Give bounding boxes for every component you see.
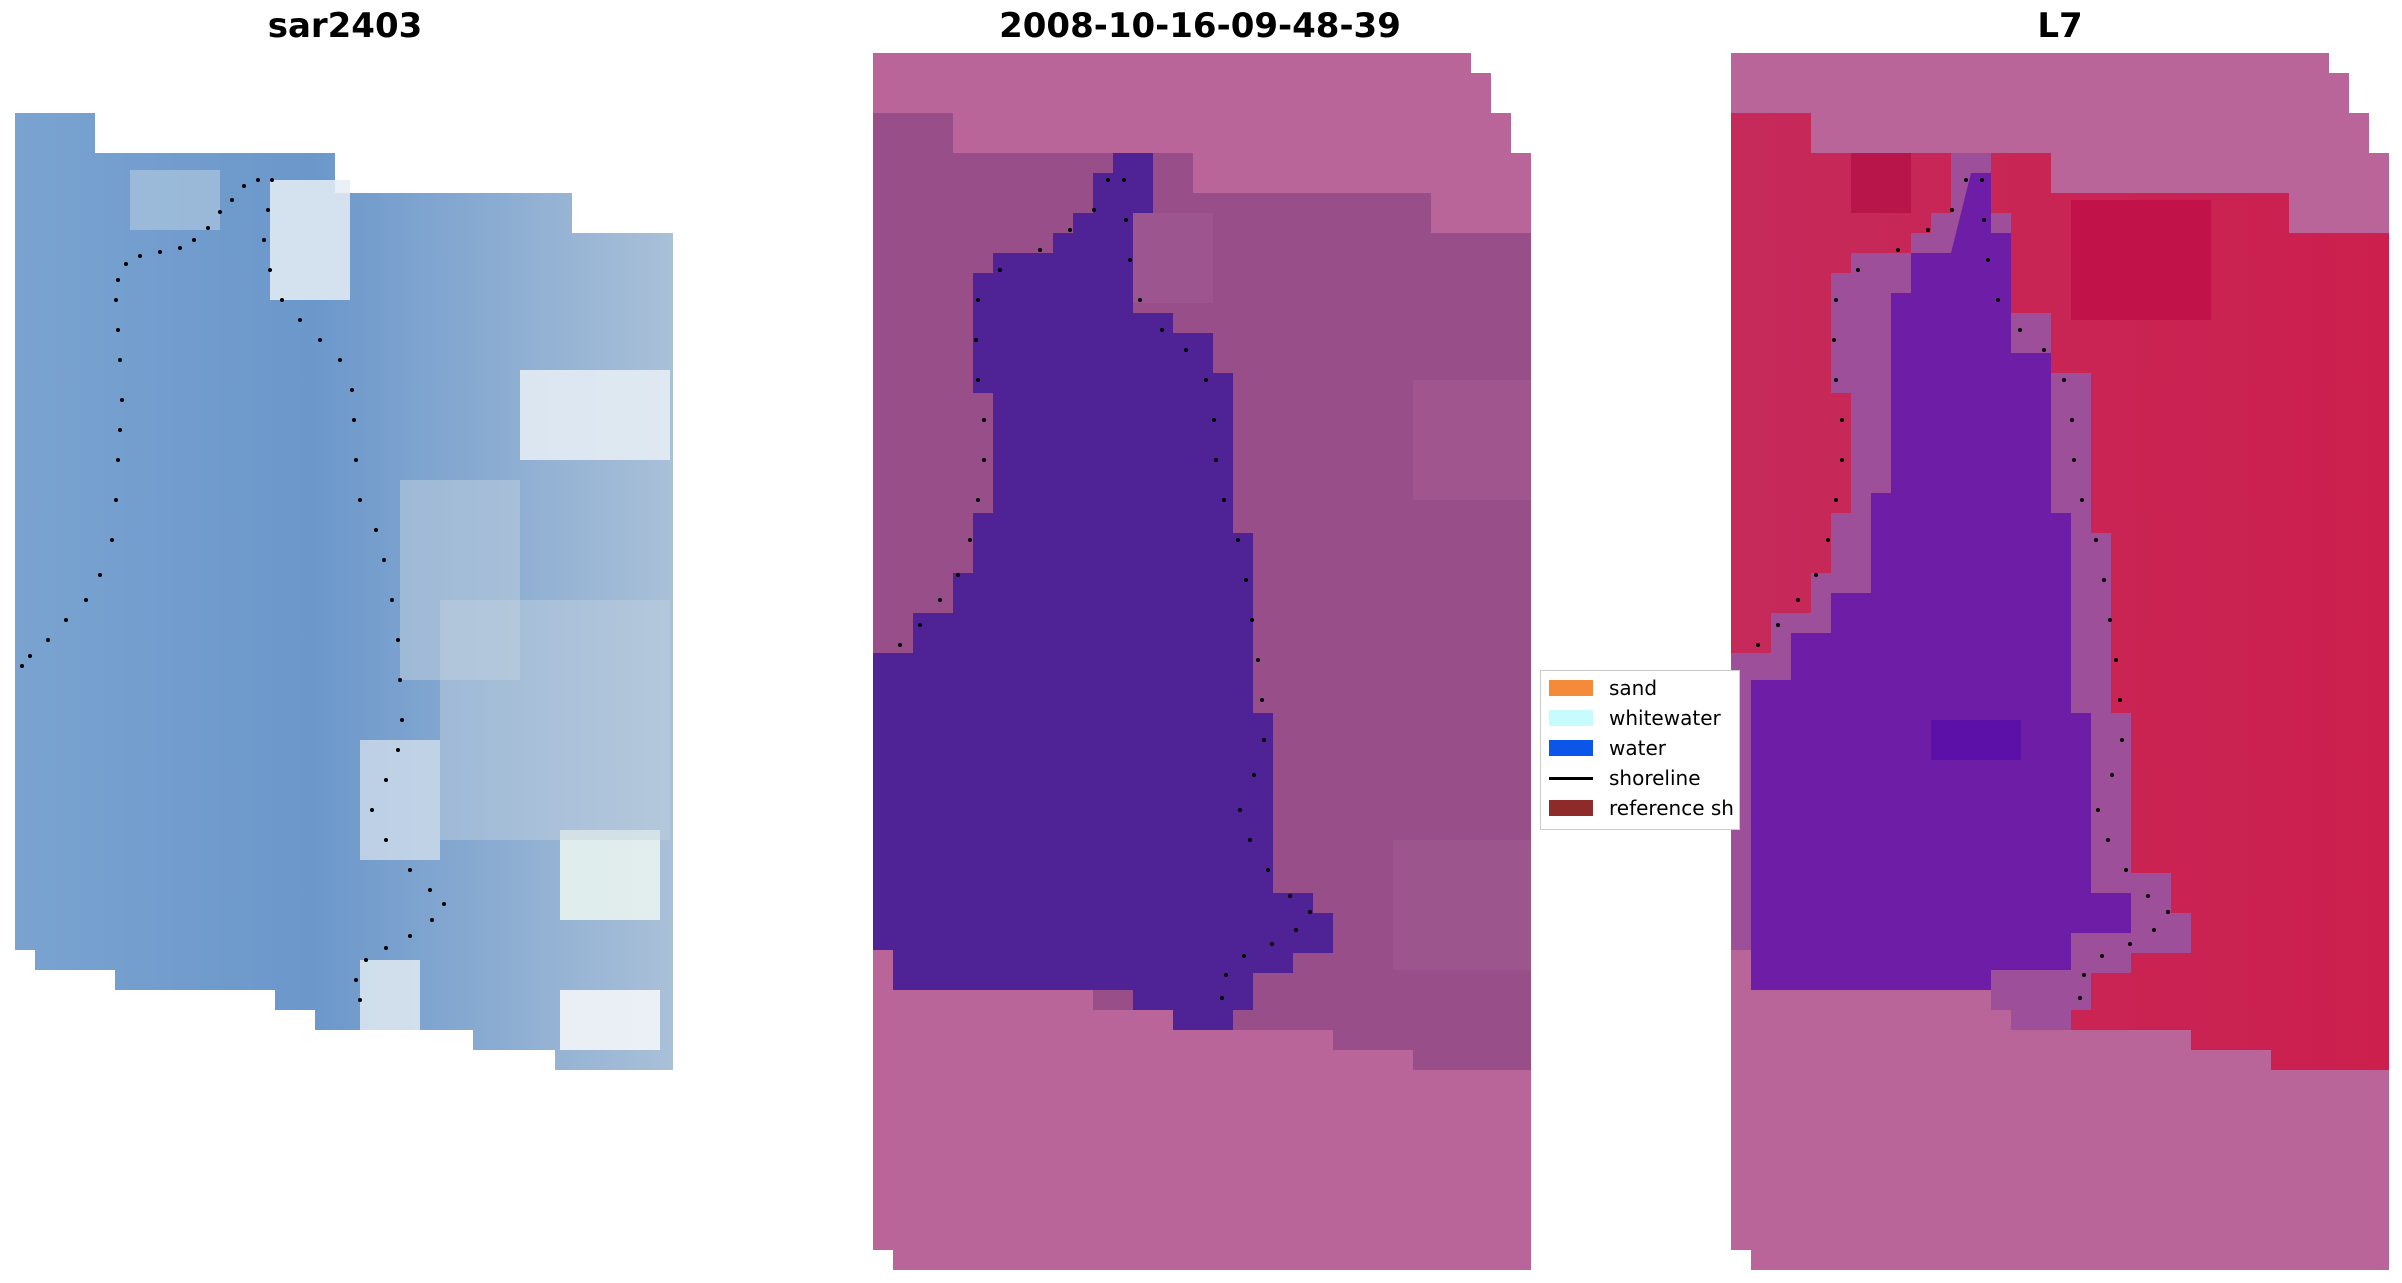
shoreline-left <box>20 178 446 1002</box>
legend-item-sand: sand <box>1549 675 1657 701</box>
rgb-image <box>15 113 673 1070</box>
middle-panel-title: 2008-10-16-09-48-39 <box>999 6 1401 46</box>
legend-swatch-whitewater <box>1549 710 1593 726</box>
index-image <box>1731 53 2389 1270</box>
legend-item-whitewater: whitewater <box>1549 705 1721 731</box>
legend-label-whitewater: whitewater <box>1609 706 1721 730</box>
legend-label-shoreline: shoreline <box>1609 766 1701 790</box>
classification-image <box>873 53 1531 1270</box>
legend-swatch-reference-shoreline <box>1549 800 1593 816</box>
legend-item-reference-shoreline: reference sh <box>1549 795 1734 821</box>
legend-line-shoreline <box>1549 776 1593 780</box>
shoreline-middle <box>898 178 1312 1000</box>
legend-label-reference-shoreline: reference sh <box>1609 796 1734 820</box>
legend-swatch-sand <box>1549 680 1593 696</box>
legend-swatch-water <box>1549 740 1593 756</box>
legend-item-shoreline: shoreline <box>1549 765 1701 791</box>
legend-label-water: water <box>1609 736 1666 760</box>
legend: sand whitewater water shoreline referenc… <box>1540 670 1740 830</box>
legend-label-sand: sand <box>1609 676 1658 700</box>
legend-item-water: water <box>1549 735 1666 761</box>
left-panel-title: sar2403 <box>267 6 423 46</box>
right-panel-title: L7 <box>2037 6 2083 46</box>
shoreline-right <box>1756 178 2170 1000</box>
